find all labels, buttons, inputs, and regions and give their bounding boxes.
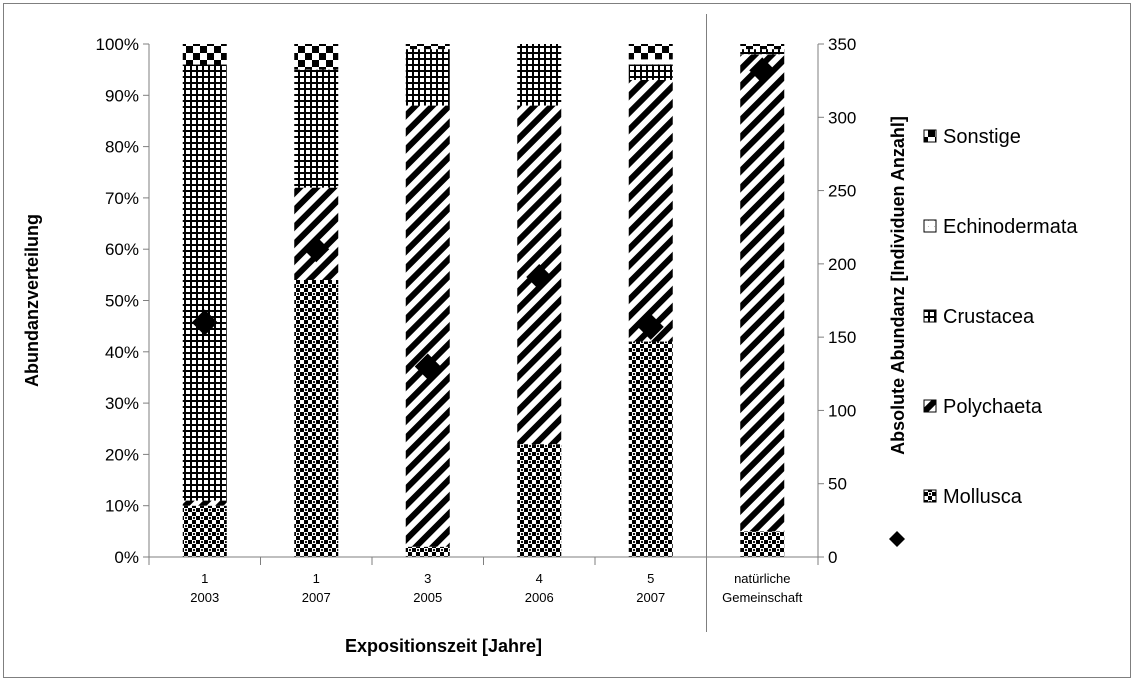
legend-diamond-icon bbox=[889, 531, 905, 547]
y2-tick-label: 300 bbox=[828, 108, 856, 127]
y-tick-label: 90% bbox=[105, 86, 139, 105]
abundance-marker bbox=[526, 264, 553, 291]
legend-label-crustacea: Crustacea bbox=[943, 306, 1035, 328]
y-tick-label: 20% bbox=[105, 445, 139, 464]
y-tick-label: 80% bbox=[105, 138, 139, 157]
y2-tick-label: 200 bbox=[828, 255, 856, 274]
abundance-marker bbox=[303, 236, 330, 263]
bar-segment-sonstige-1 bbox=[182, 44, 227, 65]
x-tick-label-line2: 2005 bbox=[413, 590, 442, 605]
bar-segment-mollusca-1 bbox=[182, 505, 227, 557]
y-tick-label: 50% bbox=[105, 292, 139, 311]
y-tick-label: 10% bbox=[105, 497, 139, 516]
y2-tick-label: 350 bbox=[828, 35, 856, 54]
y-tick-label: 30% bbox=[105, 394, 139, 413]
y-tick-label: 0% bbox=[114, 548, 139, 567]
bar-segment-sonstige-6 bbox=[740, 44, 785, 50]
bar-segment-echinodermata-5 bbox=[628, 59, 673, 65]
abundance-marker bbox=[637, 313, 664, 340]
y2-tick-label: 0 bbox=[828, 548, 837, 567]
y2-tick-label: 150 bbox=[828, 328, 856, 347]
abundance-marker bbox=[414, 353, 441, 380]
abundance-chart: 0% 10% 20% 30% 40% 50% 60% 70% 80% 90% 100% 0 50 100 1… bbox=[22, 14, 1078, 656]
y-tick-label: 40% bbox=[105, 343, 139, 362]
bar-segment-crustacea-2 bbox=[294, 69, 339, 188]
x-tick-label-line2: 2007 bbox=[302, 590, 331, 605]
x-tick-label-line1: natürliche bbox=[734, 571, 790, 586]
y-tick-label: 100% bbox=[96, 35, 139, 54]
legend-swatch-polychaeta bbox=[923, 399, 937, 413]
bar-segment-sonstige-3 bbox=[405, 44, 450, 50]
legend-swatch-echinodermata bbox=[923, 219, 937, 233]
bar-segment-polychaeta-1 bbox=[182, 500, 227, 506]
bar-segment-mollusca-2 bbox=[294, 279, 339, 557]
legend-label-sonstige: Sonstige bbox=[943, 126, 1021, 148]
labels-layer: 0% 10% 20% 30% 40% 50% 60% 70% 80% 90% 100% 0 50 100 1… bbox=[22, 35, 908, 656]
bar-segment-crustacea-1 bbox=[182, 64, 227, 501]
bar-segment-polychaeta-2 bbox=[294, 187, 339, 280]
y-tick-label: 60% bbox=[105, 240, 139, 259]
bar-segment-mollusca-6 bbox=[740, 531, 785, 557]
y2-tick-label: 50 bbox=[828, 475, 847, 494]
y-axis-title: Abundanzverteilung bbox=[22, 214, 42, 387]
x-tick-label-line1: 4 bbox=[536, 571, 543, 586]
bar-segment-mollusca-4 bbox=[517, 444, 562, 557]
x-tick-label-line1: 3 bbox=[424, 571, 431, 586]
bar-segment-crustacea-5 bbox=[628, 64, 673, 80]
legend-swatch-mollusca bbox=[923, 489, 937, 503]
legend-label-polychaeta: Polychaeta bbox=[943, 396, 1043, 418]
legend-label-mollusca: Mollusca bbox=[943, 486, 1023, 508]
x-tick-label-line1: 5 bbox=[647, 571, 654, 586]
x-tick-label-line2: 2007 bbox=[636, 590, 665, 605]
abundance-marker bbox=[191, 309, 218, 336]
markers-layer bbox=[191, 57, 776, 380]
y2-tick-label: 100 bbox=[828, 401, 856, 420]
axes-layer bbox=[143, 14, 824, 632]
bar-segment-sonstige-2 bbox=[294, 44, 339, 70]
x-tick-label-line1: 1 bbox=[201, 571, 208, 586]
bar-segment-crustacea-4 bbox=[517, 44, 562, 106]
bars-layer bbox=[182, 44, 785, 557]
chart-frame: 0% 10% 20% 30% 40% 50% 60% 70% 80% 90% 100% 0 50 100 1… bbox=[3, 3, 1131, 678]
bar-segment-sonstige-5 bbox=[628, 44, 673, 60]
x-tick-label-line2: 2006 bbox=[525, 590, 554, 605]
bar-segment-crustacea-3 bbox=[405, 49, 450, 106]
x-tick-label-line1: 1 bbox=[313, 571, 320, 586]
bar-segment-crustacea-6 bbox=[740, 49, 785, 55]
bar-segment-polychaeta-6 bbox=[740, 54, 785, 532]
bar-segment-mollusca-3 bbox=[405, 546, 450, 557]
y2-tick-label: 250 bbox=[828, 182, 856, 201]
legend: Sonstige Echinodermata Crustacea Polychaeta… bbox=[889, 126, 1078, 547]
bar-segment-mollusca-5 bbox=[628, 341, 673, 557]
legend-swatch-sonstige bbox=[923, 129, 937, 143]
y-tick-label: 70% bbox=[105, 189, 139, 208]
legend-swatch-crustacea bbox=[923, 309, 937, 323]
x-axis-title: Expositionszeit [Jahre] bbox=[345, 636, 542, 656]
y2-axis-title: Absolute Abundanz [Individuen Anzahl] bbox=[888, 116, 908, 455]
x-tick-label-line2: 2003 bbox=[190, 590, 219, 605]
abundance-marker bbox=[749, 57, 776, 84]
x-tick-label-line2: Gemeinschaft bbox=[722, 590, 803, 605]
legend-label-echinodermata: Echinodermata bbox=[943, 216, 1078, 238]
bar-segment-polychaeta-5 bbox=[628, 79, 673, 342]
bar-segment-polychaeta-3 bbox=[405, 105, 450, 547]
